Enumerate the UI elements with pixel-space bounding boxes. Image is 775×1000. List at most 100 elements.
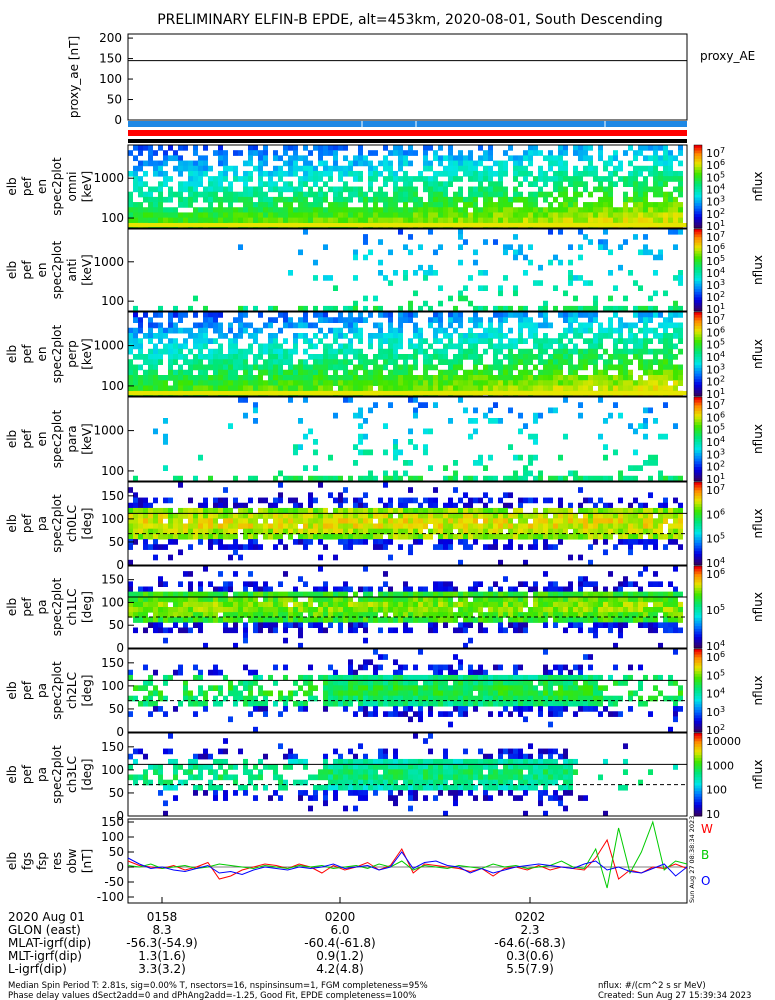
spectrogram-cell — [283, 207, 288, 213]
spectrogram-cell — [613, 181, 618, 187]
spectrogram-cell — [143, 359, 148, 365]
spectrogram-cell — [338, 475, 343, 482]
spectrogram-cell — [198, 207, 203, 213]
spectrogram-cell — [538, 369, 543, 376]
pitch-angle-cell — [148, 601, 153, 608]
spectrogram-cell — [598, 145, 603, 151]
spectrogram-cell — [353, 369, 358, 376]
colorbar-segment — [694, 205, 702, 210]
spectrogram-cell — [218, 196, 223, 203]
pitch-angle-cell — [513, 607, 518, 613]
pitch-angle-cell — [408, 549, 413, 556]
spectrogram-cell — [498, 418, 503, 424]
spectrogram-cell — [243, 364, 248, 371]
spectrogram-cell — [573, 191, 578, 198]
spectrogram-cell — [298, 305, 303, 312]
spectrogram-cell — [628, 475, 633, 482]
spectrogram-cell — [508, 364, 513, 371]
spectrogram-cell — [658, 375, 663, 381]
spectrogram-cell — [198, 364, 203, 371]
spectrogram-cell — [623, 475, 628, 482]
spectrogram-cell — [358, 433, 363, 440]
spectrogram-cell — [633, 428, 638, 435]
spectrogram-cell — [333, 327, 338, 334]
pitch-angle-cell — [493, 523, 498, 530]
colorbar-segment — [694, 200, 702, 204]
pitch-angle-cell — [473, 601, 478, 608]
spectrogram-cell — [498, 196, 503, 203]
colorbar-segment — [694, 237, 702, 241]
spectrogram-cell — [403, 312, 408, 318]
pitch-angle-cell — [318, 523, 323, 530]
pitch-angle-cell — [268, 502, 273, 509]
colorbar-segment — [694, 161, 702, 165]
spectrogram-cell — [393, 375, 398, 381]
spectrogram-cell — [323, 181, 328, 187]
spectrogram-cell — [623, 295, 628, 302]
spectrogram-cell — [318, 338, 323, 344]
spectrogram-cell — [228, 207, 233, 213]
spectrogram-cell — [213, 375, 218, 381]
spectrogram-cell — [513, 285, 518, 291]
spectrogram-cell — [133, 333, 138, 339]
pitch-angle-cell — [233, 617, 238, 623]
pitch-angle-cell — [173, 539, 178, 545]
spectrogram-cell — [448, 312, 453, 318]
pitch-angle-cell — [333, 513, 338, 519]
spectrogram-cell — [238, 327, 243, 334]
spectrogram-cell — [518, 348, 523, 355]
spectrogram-cell — [288, 160, 293, 167]
spectrogram-cell — [618, 217, 623, 224]
pitch-angle-cell — [438, 607, 443, 613]
pitch-angle-cell — [298, 612, 303, 618]
spectrogram-cell — [583, 359, 588, 365]
spectrogram-cell — [278, 176, 283, 182]
spectrogram-cell — [178, 202, 183, 208]
pitch-angle-cell — [523, 622, 528, 628]
spectrogram-cell — [313, 212, 318, 219]
pitch-angle-cell — [533, 617, 538, 623]
spectrogram-cell — [503, 305, 508, 312]
colorbar-segment — [694, 305, 702, 309]
pitch-angle-cell — [453, 502, 458, 509]
spectrogram-cell — [468, 191, 473, 198]
spectrogram-cell — [663, 317, 668, 323]
spectrogram-cell — [658, 202, 663, 208]
spectrogram-cell — [523, 359, 528, 365]
pitch-angle-cell — [453, 617, 458, 623]
pitch-angle-cell — [578, 523, 583, 530]
spectrogram-cell — [423, 380, 428, 386]
spectrogram-cell — [158, 196, 163, 203]
spectrogram-cell — [678, 181, 683, 187]
spectrogram-cell — [558, 176, 563, 182]
pitch-angle-cell — [298, 607, 303, 613]
pitch-angle-cell — [298, 539, 303, 545]
spectrogram-cell — [353, 375, 358, 381]
spectrogram-cell — [538, 186, 543, 193]
spectrogram-cell — [448, 338, 453, 344]
pitch-angle-cell — [613, 591, 618, 598]
pitch-angle-cell — [568, 533, 573, 540]
spectrogram-cell — [128, 217, 133, 224]
pitch-angle-cell — [488, 528, 493, 535]
spectrogram-cell — [638, 305, 643, 312]
pitch-angle-cell — [158, 627, 163, 634]
spectrogram-cell — [658, 470, 663, 477]
spectrogram-cell — [578, 170, 583, 177]
pitch-angle-cell — [533, 518, 538, 524]
spectrogram-cell — [428, 165, 433, 172]
spectrogram-cell — [293, 186, 298, 193]
spectrogram-cell — [268, 380, 273, 386]
spectrogram-cell — [258, 191, 263, 198]
spectrogram-cell — [423, 359, 428, 365]
spectrogram-cell — [173, 150, 178, 156]
pitch-angle-cell — [128, 528, 133, 535]
pitch-angle-cell — [238, 554, 243, 561]
spectrogram-cell — [533, 418, 538, 424]
pitch-angle-cell — [283, 513, 288, 519]
spectrogram-cell — [378, 305, 383, 312]
spectrogram-cell — [483, 465, 488, 471]
spectrogram-cell — [668, 196, 673, 203]
spectrogram-cell — [293, 475, 298, 482]
spectrogram-cell — [258, 196, 263, 203]
